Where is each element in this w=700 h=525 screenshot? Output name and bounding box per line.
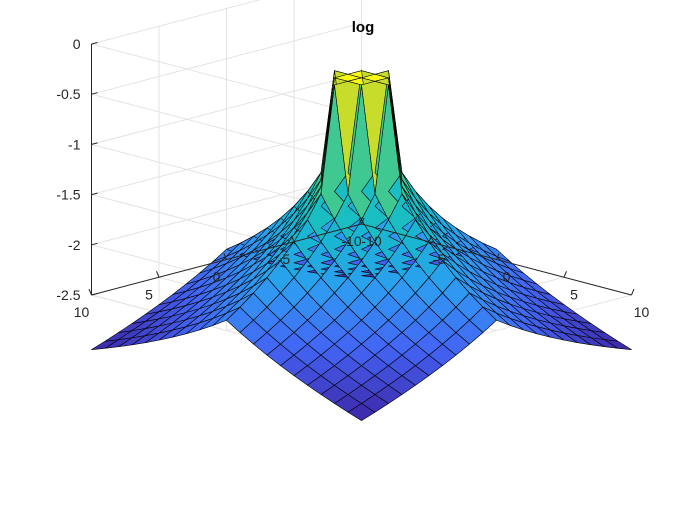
x-tick <box>496 253 500 260</box>
z-tick <box>91 293 98 296</box>
z-tick <box>91 92 98 95</box>
left-wall-grid-z <box>91 22 362 95</box>
y-tick-label: 5 <box>145 286 153 302</box>
x-tick-label: -5 <box>433 251 446 267</box>
z-tick <box>91 142 98 145</box>
z-tick-label: -0.5 <box>56 86 80 102</box>
x-tick <box>563 271 567 278</box>
x-tick <box>631 288 635 296</box>
right-wall-grid-z <box>91 93 362 166</box>
chart-title: log <box>352 19 375 36</box>
x-tick-label: 0 <box>503 269 511 285</box>
x-tick-label: 5 <box>570 286 578 302</box>
z-tick-label: 0 <box>73 36 81 52</box>
right-wall-grid-z <box>91 43 362 116</box>
x-tick <box>428 235 432 242</box>
x-tick-label: 10 <box>634 304 650 320</box>
surface-mesh <box>91 70 632 421</box>
z-tick-label: -2 <box>68 237 81 253</box>
axes: -10 -5 0 5 10 -10 -5 0 5 10 0 -0.5 -1 -1.5 -2 -2.5 <box>56 36 649 320</box>
z-tick-label: -2.5 <box>56 287 80 303</box>
left-wall-grid-z <box>91 0 261 45</box>
z-tick <box>91 192 98 196</box>
y-tick-label: -10 <box>341 233 361 249</box>
y-tick <box>291 235 295 242</box>
y-tick <box>223 253 227 260</box>
z-tick <box>91 242 98 246</box>
z-tick <box>91 42 98 45</box>
x-tick-label: -10 <box>361 233 381 249</box>
z-tick-label: -1.5 <box>56 187 80 203</box>
x-tick <box>361 217 365 225</box>
y-tick <box>358 217 362 225</box>
y-tick-label: 10 <box>74 304 90 320</box>
y-tick <box>88 288 92 296</box>
surface-patch <box>604 339 632 350</box>
y-tick <box>156 271 160 278</box>
y-tick-label: -5 <box>278 251 291 267</box>
z-tick-label: -1 <box>68 136 81 152</box>
y-tick-label: 0 <box>213 269 221 285</box>
